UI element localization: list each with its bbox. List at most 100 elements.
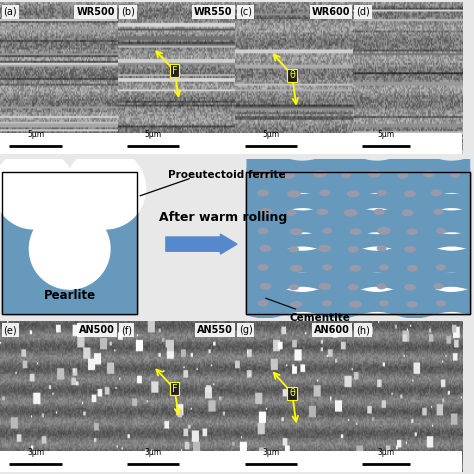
Ellipse shape	[402, 210, 413, 216]
Text: (h): (h)	[356, 326, 370, 336]
Ellipse shape	[434, 284, 443, 289]
Ellipse shape	[405, 191, 415, 197]
PathPatch shape	[246, 164, 470, 200]
Text: WR600: WR600	[311, 7, 350, 17]
Ellipse shape	[323, 228, 331, 233]
Ellipse shape	[398, 173, 408, 178]
Ellipse shape	[377, 191, 386, 195]
Ellipse shape	[288, 191, 300, 197]
Ellipse shape	[284, 173, 294, 178]
PathPatch shape	[246, 266, 470, 293]
Bar	[353, 133, 462, 154]
Text: (e): (e)	[3, 326, 17, 336]
Text: 5μm: 5μm	[27, 130, 44, 139]
Ellipse shape	[431, 190, 441, 196]
Ellipse shape	[369, 171, 380, 177]
Ellipse shape	[350, 301, 361, 307]
Text: AN600: AN600	[314, 326, 350, 336]
Ellipse shape	[319, 246, 330, 251]
Circle shape	[29, 209, 110, 289]
Bar	[246, 172, 470, 314]
PathPatch shape	[246, 228, 470, 253]
Ellipse shape	[408, 265, 417, 271]
Ellipse shape	[319, 283, 330, 289]
Ellipse shape	[348, 246, 358, 252]
Ellipse shape	[287, 210, 296, 215]
Text: 5μm: 5μm	[145, 130, 162, 139]
Text: 3μm: 3μm	[145, 447, 162, 456]
Ellipse shape	[437, 301, 445, 306]
Bar	[0, 133, 118, 154]
Bar	[2, 172, 137, 314]
Bar	[0, 450, 118, 472]
Text: F: F	[172, 384, 177, 394]
Text: (a): (a)	[3, 7, 17, 17]
Ellipse shape	[342, 172, 350, 178]
Ellipse shape	[380, 301, 388, 306]
Text: AN500: AN500	[79, 326, 115, 336]
Text: 3μm: 3μm	[377, 447, 394, 456]
Ellipse shape	[290, 247, 298, 252]
Ellipse shape	[451, 173, 459, 177]
Text: Pearlite: Pearlite	[44, 290, 96, 302]
Text: θ: θ	[289, 388, 295, 398]
Ellipse shape	[380, 265, 388, 270]
Bar	[246, 172, 470, 314]
Bar	[235, 450, 354, 472]
Ellipse shape	[378, 228, 390, 234]
Ellipse shape	[290, 285, 298, 290]
Ellipse shape	[377, 284, 386, 289]
Ellipse shape	[258, 228, 268, 233]
Ellipse shape	[260, 283, 271, 289]
Text: (g): (g)	[238, 326, 253, 336]
Ellipse shape	[408, 302, 417, 307]
Bar	[118, 450, 236, 472]
Ellipse shape	[260, 246, 271, 251]
Text: AN550: AN550	[197, 326, 232, 336]
Text: 3μm: 3μm	[27, 447, 44, 456]
Ellipse shape	[291, 265, 302, 271]
PathPatch shape	[246, 154, 470, 180]
Text: 3μm: 3μm	[262, 447, 279, 456]
Text: Proeutectoid ferrite: Proeutectoid ferrite	[168, 170, 286, 180]
FancyArrow shape	[166, 234, 237, 254]
Ellipse shape	[348, 284, 358, 290]
PathPatch shape	[246, 187, 470, 215]
Circle shape	[0, 148, 74, 229]
Text: WR550: WR550	[194, 7, 232, 17]
Ellipse shape	[408, 229, 417, 235]
Ellipse shape	[350, 229, 361, 235]
Text: F: F	[172, 65, 177, 76]
Ellipse shape	[405, 246, 415, 252]
Ellipse shape	[437, 265, 445, 270]
Ellipse shape	[437, 228, 445, 233]
Ellipse shape	[377, 246, 386, 251]
Ellipse shape	[405, 284, 415, 290]
Ellipse shape	[320, 190, 329, 196]
Circle shape	[65, 148, 146, 229]
Ellipse shape	[424, 171, 434, 177]
Text: After warm rolling: After warm rolling	[159, 211, 287, 224]
Ellipse shape	[258, 190, 268, 196]
Bar	[118, 133, 236, 154]
PathPatch shape	[246, 285, 470, 319]
Text: (b): (b)	[121, 7, 135, 17]
Text: θ: θ	[289, 70, 295, 80]
Bar	[2, 172, 137, 314]
Ellipse shape	[317, 210, 328, 215]
Bar	[2, 172, 137, 314]
Ellipse shape	[350, 265, 361, 271]
Text: WR500: WR500	[76, 7, 115, 17]
Ellipse shape	[374, 210, 384, 215]
Text: 5μm: 5μm	[262, 130, 279, 139]
Text: (d): (d)	[356, 7, 370, 17]
Ellipse shape	[291, 302, 301, 307]
Bar	[235, 133, 354, 154]
PathPatch shape	[246, 244, 470, 279]
Text: 5μm: 5μm	[377, 130, 394, 139]
Text: Cementite: Cementite	[266, 298, 350, 323]
Ellipse shape	[258, 301, 268, 306]
Ellipse shape	[260, 209, 271, 215]
Ellipse shape	[258, 264, 268, 270]
Ellipse shape	[345, 210, 357, 216]
